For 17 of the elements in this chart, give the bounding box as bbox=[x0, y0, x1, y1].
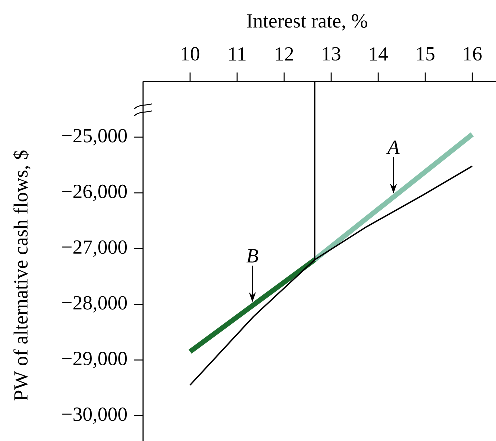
x-tick-label: 14 bbox=[370, 48, 388, 61]
y-tick-label: −29,000 bbox=[62, 352, 128, 368]
x-tick-label: 13 bbox=[323, 47, 341, 61]
x-axis-title: Interest rate, % bbox=[247, 14, 368, 31]
x-tick-label: 12 bbox=[276, 48, 294, 61]
y-tick-label: −26,000 bbox=[62, 184, 128, 202]
series-label: B bbox=[246, 250, 258, 263]
x-tick-label: 11 bbox=[229, 48, 246, 61]
y-tick-label: −28,000 bbox=[62, 296, 128, 313]
y-tick-label: −30,000 bbox=[62, 408, 128, 424]
x-tick-label: 16 bbox=[464, 47, 482, 61]
y-axis-title: PW of alternative cash flows, $ bbox=[13, 150, 31, 401]
x-tick-label: 15 bbox=[417, 47, 435, 61]
series-label: A bbox=[386, 140, 400, 154]
x-tick-label: 10 bbox=[182, 47, 200, 61]
y-tick-label: −27,000 bbox=[62, 240, 128, 258]
y-tick-label: −25,000 bbox=[62, 129, 128, 146]
